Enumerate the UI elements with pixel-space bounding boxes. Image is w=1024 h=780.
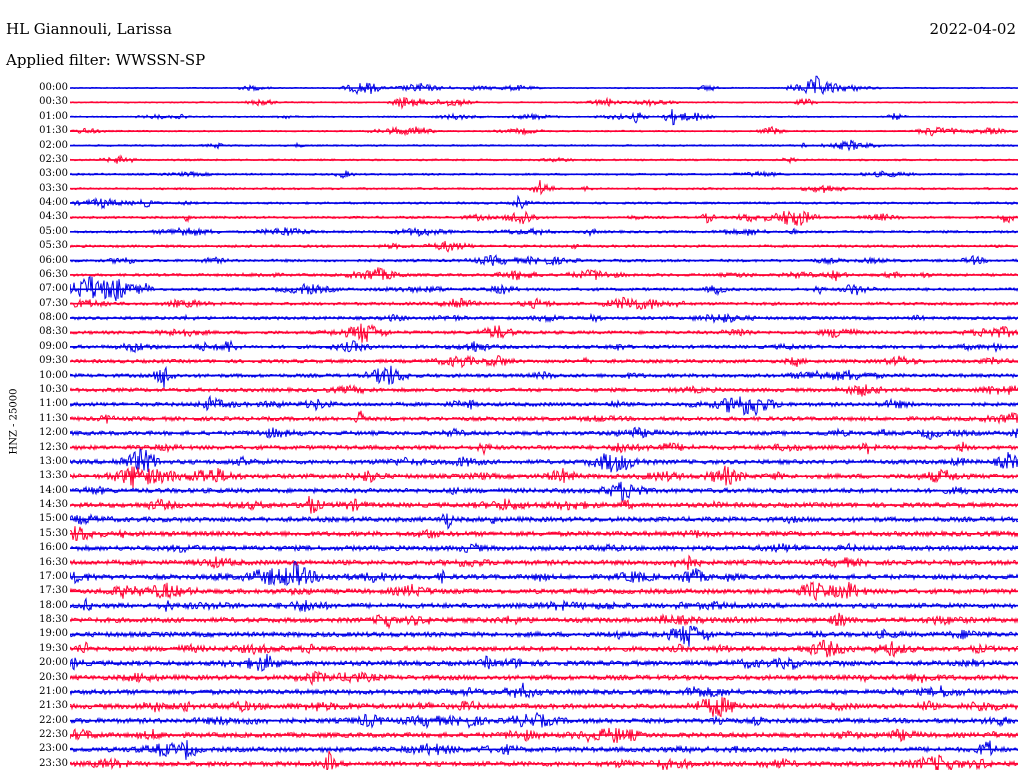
trace-row (70, 750, 1018, 770)
trace-row (70, 75, 1018, 96)
trace-row (70, 410, 1018, 425)
trace-row (70, 481, 1018, 502)
time-label: 08:30 (39, 326, 68, 338)
time-label: 01:30 (39, 125, 68, 137)
time-label: 12:30 (39, 441, 68, 453)
time-label: 19:00 (39, 628, 68, 640)
time-label: 20:00 (39, 657, 68, 669)
time-label: 08:00 (39, 312, 68, 324)
time-label: 09:00 (39, 340, 68, 352)
time-label: 01:00 (39, 110, 68, 122)
time-label: 18:00 (39, 599, 68, 611)
time-label: 00:30 (39, 96, 68, 108)
time-label: 20:30 (39, 671, 68, 683)
time-label: 17:30 (39, 585, 68, 597)
trace-row (70, 394, 1018, 417)
trace-row (70, 560, 1018, 587)
time-label: 15:00 (39, 513, 68, 525)
time-label: 10:00 (39, 369, 68, 381)
time-label: 05:30 (39, 240, 68, 252)
time-label: 19:30 (39, 642, 68, 654)
trace-row (70, 180, 1018, 196)
time-label: 23:00 (39, 743, 68, 755)
time-label: 13:30 (39, 470, 68, 482)
time-label: 10:30 (39, 383, 68, 395)
time-label: 21:30 (39, 700, 68, 712)
trace-row (70, 512, 1018, 530)
trace-row (70, 465, 1018, 489)
time-label: 00:00 (39, 82, 68, 93)
time-label: 15:30 (39, 527, 68, 539)
seismogram-plot (70, 75, 1018, 770)
time-label: 22:30 (39, 729, 68, 741)
time-label: 17:00 (39, 570, 68, 582)
time-label: 21:00 (39, 685, 68, 697)
time-label: 23:30 (39, 757, 68, 769)
time-label: 02:30 (39, 153, 68, 165)
time-label: 04:00 (39, 197, 68, 209)
time-label: 14:30 (39, 499, 68, 511)
trace-row (70, 542, 1018, 554)
trace-row (70, 448, 1018, 473)
trace-row (70, 697, 1018, 718)
trace-row (70, 682, 1018, 699)
filter-label: Applied filter: WWSSN-SP (6, 51, 206, 69)
time-label: 16:00 (39, 542, 68, 554)
time-label: 03:30 (39, 182, 68, 194)
time-axis: 00:00 00:30 01:00 01:30 02:00 02:30 03:00 03:30… (0, 0, 68, 780)
time-label: 16:30 (39, 556, 68, 568)
time-label: 05:00 (39, 225, 68, 237)
time-label: 03:00 (39, 168, 68, 180)
time-label: 07:00 (39, 283, 68, 295)
time-label: 12:00 (39, 427, 68, 439)
time-label: 09:30 (39, 355, 68, 367)
trace-row (70, 597, 1018, 613)
time-label: 11:30 (39, 412, 68, 424)
trace-row (70, 384, 1018, 397)
time-label: 11:00 (39, 398, 68, 410)
station-title: HL Giannouli, Larissa (6, 20, 172, 38)
time-label: 04:30 (39, 211, 68, 223)
time-label: 22:00 (39, 714, 68, 726)
time-label: 02:00 (39, 139, 68, 151)
time-label: 06:30 (39, 268, 68, 280)
time-label: 06:00 (39, 254, 68, 266)
trace-row (70, 210, 1018, 226)
record-date: 2022-04-02 (929, 20, 1016, 38)
time-label: 07:30 (39, 297, 68, 309)
time-label: 14:00 (39, 484, 68, 496)
trace-row (70, 625, 1018, 647)
trace-row (70, 365, 1018, 388)
time-label: 13:00 (39, 455, 68, 467)
time-label: 18:30 (39, 614, 68, 626)
